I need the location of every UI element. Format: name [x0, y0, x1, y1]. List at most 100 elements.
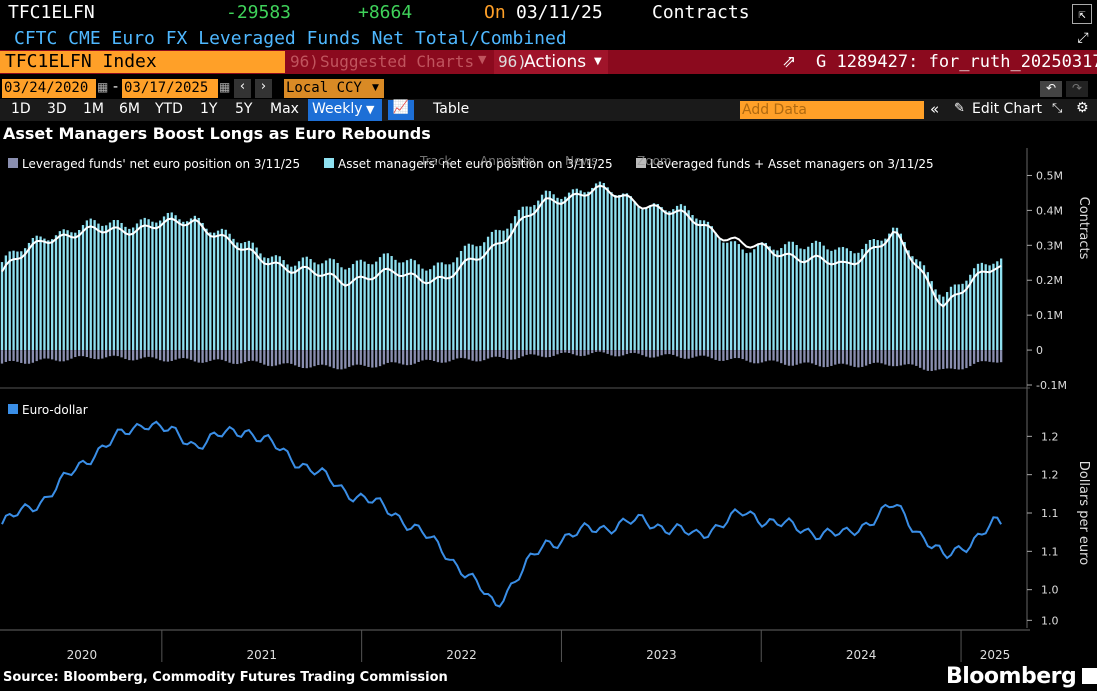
add-data-input[interactable]: Add Data: [740, 101, 924, 119]
edit-chart-button[interactable]: Edit Chart: [972, 101, 1043, 117]
y-tick-label: 1.0: [1041, 584, 1059, 597]
bar-leveraged-funds: [845, 350, 848, 365]
bar-leveraged-funds: [506, 350, 509, 360]
bar-asset-managers: [502, 230, 505, 351]
x-tick-label: 2022: [446, 648, 477, 662]
bar-leveraged-funds: [571, 350, 575, 355]
bar-asset-managers: [155, 222, 158, 351]
subtitle: CFTC CME Euro FX Leveraged Funds Net Tot…: [14, 28, 567, 49]
bar-asset-managers: [43, 238, 46, 351]
redo-icon[interactable]: ↷: [1066, 81, 1088, 97]
bar-asset-managers: [236, 242, 239, 351]
bar-leveraged-funds: [394, 350, 397, 363]
calendar-icon[interactable]: ▦: [97, 80, 109, 94]
end-date-field[interactable]: 03/17/2025: [122, 79, 218, 98]
bar-leveraged-funds: [313, 350, 316, 367]
bar-asset-managers: [672, 209, 675, 351]
bar-asset-managers: [220, 228, 224, 351]
pencil-icon[interactable]: ✎: [954, 101, 965, 116]
bar-asset-managers: [803, 249, 806, 351]
bar-asset-managers: [31, 237, 35, 351]
bar-leveraged-funds: [533, 350, 536, 355]
collapse-icon[interactable]: «: [930, 100, 940, 118]
external-link-icon[interactable]: ⇗: [782, 52, 797, 72]
bar-leveraged-funds: [135, 350, 139, 360]
next-period-button[interactable]: ›: [255, 79, 272, 98]
prev-period-button[interactable]: ‹: [234, 79, 251, 98]
bar-asset-managers: [132, 227, 135, 351]
bar-asset-managers: [66, 230, 69, 351]
bar-asset-managers: [247, 240, 251, 351]
period-1m[interactable]: 1M: [83, 101, 104, 117]
calendar-icon[interactable]: ▦: [219, 80, 231, 94]
bar-asset-managers: [170, 212, 173, 351]
bar-leveraged-funds: [116, 350, 119, 357]
bar-leveraged-funds: [710, 350, 713, 359]
period-5y[interactable]: 5Y: [235, 101, 253, 117]
period-3d[interactable]: 3D: [47, 101, 67, 117]
popout-icon[interactable]: ⇱: [1072, 4, 1092, 24]
bar-asset-managers: [74, 232, 77, 351]
bar-asset-managers: [776, 250, 779, 351]
bar-leveraged-funds: [147, 350, 150, 357]
bar-asset-managers: [591, 187, 594, 351]
bar-leveraged-funds: [787, 350, 791, 366]
expand-icon[interactable]: ⤡: [1052, 101, 1063, 116]
period-ytd[interactable]: YTD: [155, 101, 183, 117]
bar-asset-managers: [903, 242, 906, 351]
bar-leveraged-funds: [378, 350, 382, 367]
start-date-field[interactable]: 03/24/2020: [2, 79, 96, 98]
header-row: TFC1ELFN -29583 +8664 On 03/11/25 Contra…: [0, 0, 1097, 26]
actions-button[interactable]: 96) Actions ▼: [494, 50, 608, 74]
bar-leveraged-funds: [776, 350, 779, 362]
bar-leveraged-funds: [0, 350, 4, 364]
bar-asset-managers: [251, 242, 254, 351]
bar-leveraged-funds: [120, 350, 123, 358]
bar-leveraged-funds: [610, 350, 613, 356]
unit-label: Contracts: [652, 2, 750, 23]
line-euro-dollar: [1, 420, 1002, 608]
bar-leveraged-funds: [768, 350, 771, 361]
chevron-down-icon[interactable]: ▼: [478, 53, 487, 66]
bar-leveraged-funds: [791, 350, 794, 366]
bar-leveraged-funds: [560, 350, 563, 354]
bar-leveraged-funds: [305, 350, 308, 369]
bar-leveraged-funds: [155, 350, 158, 359]
suggested-charts-button[interactable]: Suggested Charts: [320, 52, 475, 71]
security-field[interactable]: TFC1ELFN Index: [0, 51, 285, 73]
bar-leveraged-funds: [486, 350, 490, 359]
table-button[interactable]: Table: [433, 101, 470, 117]
bar-asset-managers: [197, 217, 200, 351]
bar-leveraged-funds: [31, 350, 35, 363]
period-1d[interactable]: 1D: [11, 101, 31, 117]
subtitle-row: CFTC CME Euro FX Leveraged Funds Net Tot…: [0, 26, 1097, 50]
bar-asset-managers: [533, 205, 536, 351]
period-6m[interactable]: 6M: [119, 101, 140, 117]
bar-asset-managers: [718, 239, 721, 351]
bar-asset-managers: [876, 240, 879, 351]
bar-leveraged-funds: [753, 350, 756, 364]
bar-asset-managers: [417, 264, 420, 351]
source-note: Source: Bloomberg, Commodity Futures Tra…: [3, 670, 448, 685]
period-max[interactable]: Max: [270, 101, 299, 117]
undo-icon[interactable]: ↶: [1040, 81, 1062, 97]
bar-asset-managers: [398, 262, 401, 351]
bar-asset-managers: [621, 193, 625, 351]
y-axis-title: Dollars per euro: [1076, 461, 1091, 565]
bar-asset-managers: [105, 225, 108, 351]
bar-leveraged-funds: [918, 350, 922, 368]
y-tick-label: 0.4M: [1036, 204, 1063, 217]
bar-asset-managers: [490, 231, 494, 351]
bar-asset-managers: [741, 249, 744, 351]
line-chart-icon[interactable]: 📈: [388, 100, 414, 120]
gear-icon[interactable]: ⚙: [1076, 100, 1089, 116]
expand-icon[interactable]: ⤢: [1077, 30, 1089, 46]
bar-leveraged-funds: [641, 350, 644, 356]
bar-asset-managers: [367, 263, 370, 351]
bar-leveraged-funds: [614, 350, 617, 357]
frequency-select[interactable]: Weekly ▼: [308, 99, 382, 121]
currency-select[interactable]: Local CCY ▼: [284, 79, 384, 98]
period-1y[interactable]: 1Y: [200, 101, 218, 117]
y-axis-title: Contracts: [1076, 197, 1091, 260]
bar-asset-managers: [675, 205, 679, 351]
